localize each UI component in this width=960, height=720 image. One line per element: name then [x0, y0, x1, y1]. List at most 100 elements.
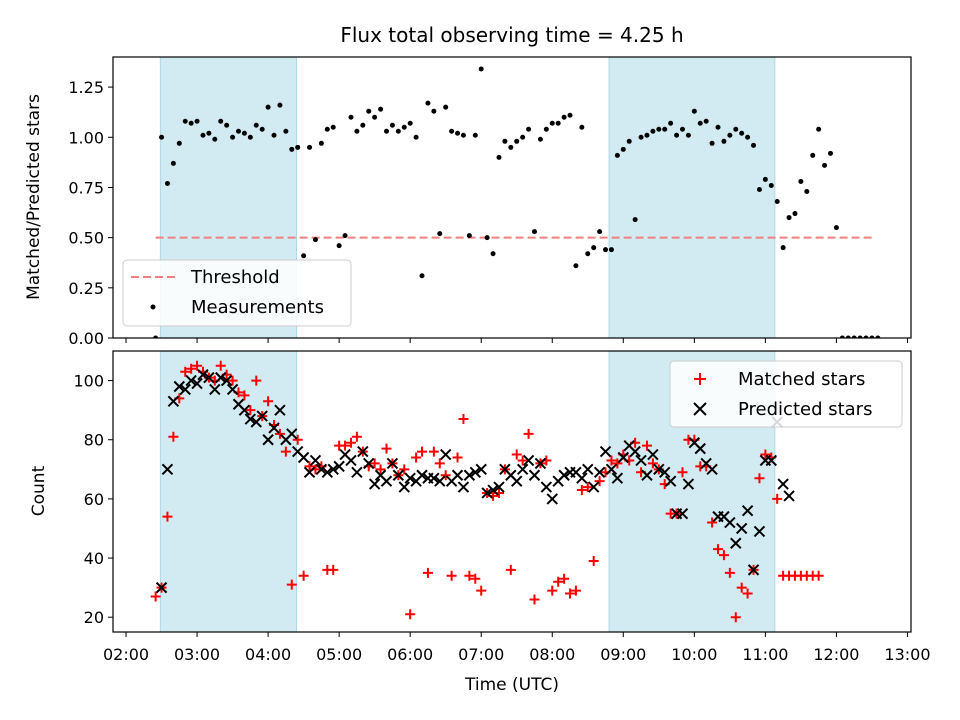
x-tick-label: 04:00: [245, 645, 291, 664]
predicted-stars-point: [617, 451, 630, 464]
matched-stars-point: [168, 431, 179, 442]
predicted-stars-point: [659, 466, 671, 478]
predicted-stars-point: [185, 374, 197, 387]
matched-stars-point: [588, 556, 599, 567]
measurements-point: [579, 124, 585, 130]
measurements-point: [366, 108, 372, 114]
matched-stars-point: [677, 467, 688, 478]
count-panel: 20 40 60 80 100 02:00 03:00 04:00 05:00 06:00 07:…: [29, 350, 931, 664]
measurements-point: [863, 335, 869, 338]
matched-stars-point: [505, 564, 516, 575]
measurements-point: [567, 112, 573, 118]
matched-stars-point: [292, 434, 303, 445]
matched-stars-point: [162, 511, 173, 522]
matched-stars-point: [464, 570, 475, 581]
measurements-point: [822, 162, 828, 168]
measurements-point: [845, 335, 851, 338]
measurements-point: [194, 118, 200, 124]
predicted-stars-point: [315, 463, 328, 476]
measurements-point: [780, 245, 786, 251]
matched-stars-point: [565, 588, 576, 599]
measurements-point: [502, 138, 508, 144]
measurements-point: [668, 120, 674, 126]
measurements-point: [620, 146, 626, 152]
x-tick-label: 07:00: [458, 645, 504, 664]
measurements-point: [804, 188, 810, 194]
matched-stars-point: [411, 452, 422, 463]
measurements-point: [378, 106, 384, 112]
predicted-stars-point: [173, 380, 186, 393]
measurements-point: [573, 263, 579, 269]
matched-stars-point: [707, 517, 718, 528]
predicted-stars-point: [215, 371, 227, 384]
matched-stars-point: [553, 576, 564, 587]
predicted-stars-point: [558, 469, 570, 481]
matched-stars-point: [274, 428, 285, 439]
y-tick-label: 0.50: [68, 229, 104, 248]
predicted-stars-point: [676, 507, 689, 520]
matched-legend-label: Matched stars: [738, 369, 865, 390]
predicted-stars-point: [783, 490, 795, 502]
measurements-point: [324, 126, 330, 132]
predicted-stars-point: [404, 472, 416, 484]
predicted-stars-point: [706, 463, 718, 476]
matched-stars-point: [428, 446, 439, 457]
matched-legend-swatch: [694, 373, 706, 385]
matched-stars-point: [813, 570, 824, 581]
matched-stars-point: [328, 564, 339, 575]
matched-stars-point: [239, 390, 250, 401]
matched-stars-point: [215, 360, 226, 371]
matched-stars-point: [286, 579, 297, 590]
matched-stars-point: [760, 449, 771, 460]
predicted-stars-point: [226, 383, 239, 396]
predicted-stars-point: [724, 516, 736, 529]
chart-title: Flux total observing time = 4.25 h: [340, 23, 683, 47]
measurements-point: [283, 128, 289, 134]
predicted-stars-point: [333, 460, 345, 473]
matched-stars-point: [606, 455, 617, 466]
matched-stars-point: [647, 458, 658, 469]
matched-stars-point: [730, 612, 741, 623]
measurements-point: [816, 126, 822, 132]
measurements-point: [768, 182, 774, 188]
matched-stars-point: [227, 375, 238, 386]
measurements-point: [484, 235, 490, 241]
predicted-stars-point: [179, 383, 191, 396]
measurements-point: [543, 126, 549, 132]
predicted-stars-point: [735, 522, 748, 535]
predicted-legend-swatch: [693, 402, 707, 416]
measurements-point: [537, 136, 543, 142]
predicted-stars-point: [534, 457, 547, 470]
measurements-point: [561, 114, 567, 120]
predicted-stars-point: [682, 478, 695, 490]
measurements-point: [212, 136, 218, 142]
x-tick-label: 11:00: [742, 645, 788, 664]
measurements-point: [295, 144, 301, 150]
matched-stars-point: [718, 550, 729, 561]
matched-stars-point: [280, 446, 291, 457]
matched-stars-point: [754, 473, 765, 484]
matched-stars-point: [405, 609, 416, 620]
measurements-point: [685, 132, 691, 138]
measurements-point: [241, 130, 247, 136]
measurements-point: [644, 132, 650, 138]
predicted-stars-point: [605, 463, 618, 476]
matched-stars-point: [417, 446, 428, 457]
measurements-point: [774, 199, 780, 205]
measurements-point: [164, 180, 170, 186]
measurements-point: [549, 120, 555, 126]
predicted-stars-point: [599, 445, 612, 458]
predicted-stars-point: [155, 581, 168, 594]
measurements-point: [614, 152, 620, 158]
predicted-stars-point: [664, 475, 677, 487]
measurements-point: [839, 335, 845, 338]
measurements-point: [218, 118, 224, 124]
predicted-stars-point: [351, 466, 363, 478]
measurements-point: [650, 128, 656, 134]
predicted-stars-point: [428, 472, 440, 484]
measurements-point: [188, 120, 194, 126]
predicted-stars-point: [303, 466, 316, 478]
measurements-point: [170, 160, 176, 166]
measurements-point: [401, 124, 407, 130]
